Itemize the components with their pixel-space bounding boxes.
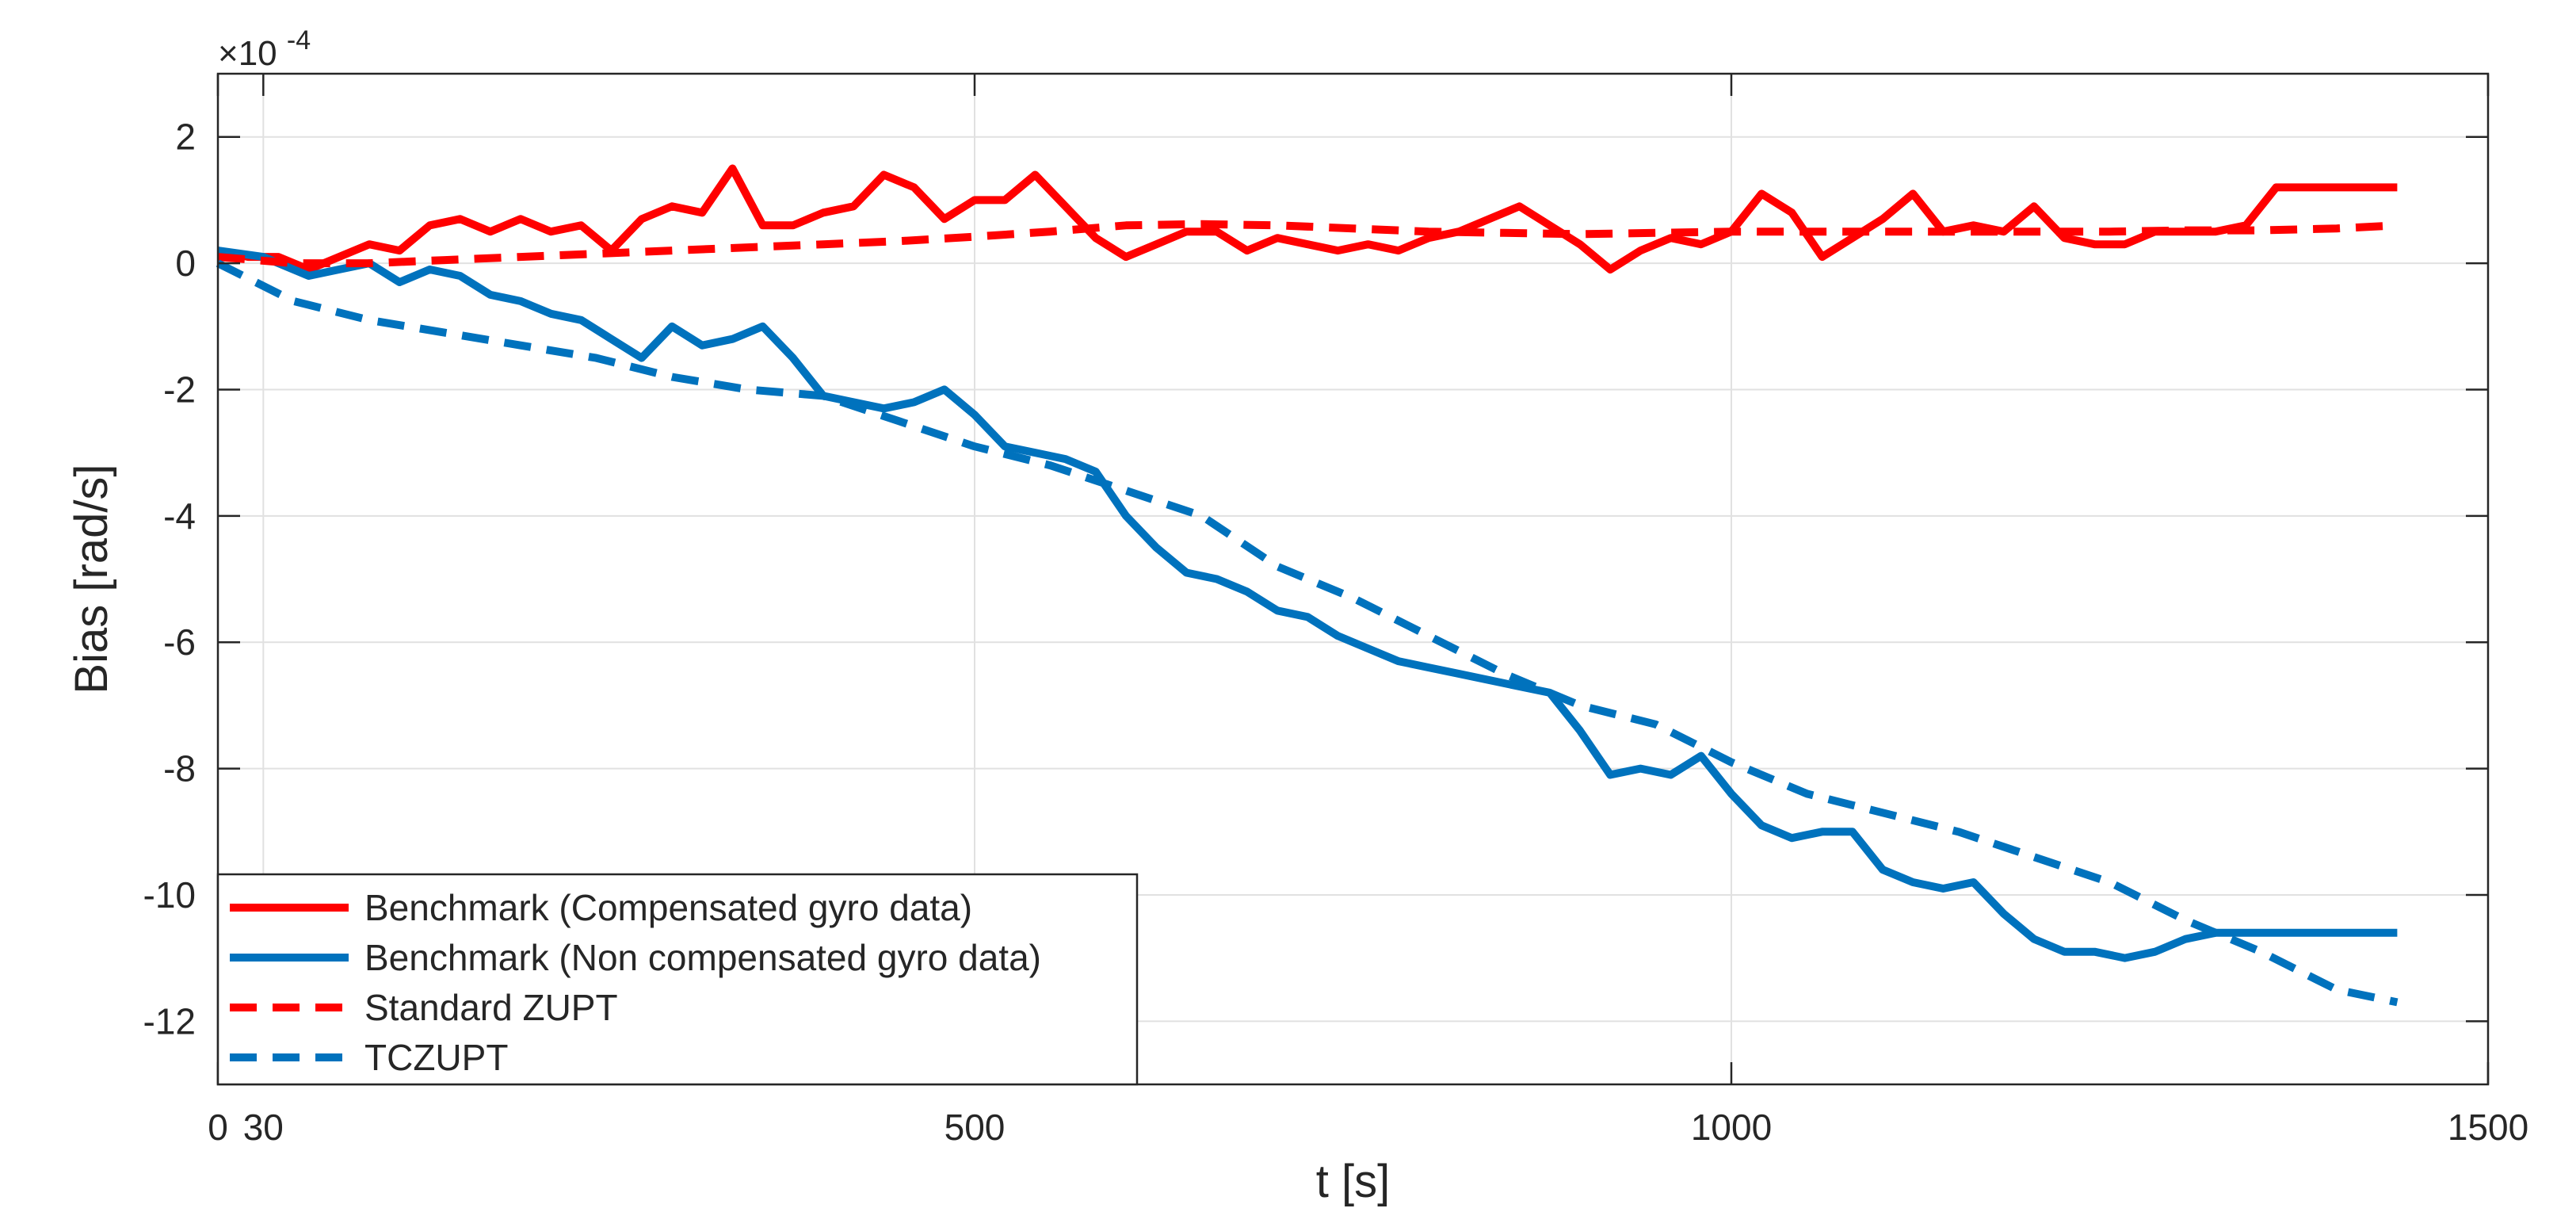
x-tick-label: 1000 <box>1691 1107 1772 1148</box>
x-tick-label: 500 <box>945 1107 1006 1148</box>
x-tick-label: 1500 <box>2448 1107 2528 1148</box>
y-tick-labels: 2 0 -2 -4 -6 -8 -10 -12 <box>143 117 196 1042</box>
y-tick-label: -12 <box>143 1000 196 1042</box>
legend-entry-label: Benchmark (Non compensated gyro data) <box>364 937 1041 978</box>
legend-box <box>216 873 1139 1086</box>
y-tick-label: -8 <box>163 748 196 790</box>
y-tick-label: 2 <box>175 117 196 158</box>
grid <box>218 74 2488 1084</box>
series-tczupt <box>216 259 2399 1007</box>
legend-entry-label: TCZUPT <box>364 1037 508 1078</box>
x-tick-label: 30 <box>243 1107 284 1148</box>
series-lines <box>216 164 2399 1007</box>
y-axis-label: Bias [rad/s] <box>66 464 117 694</box>
scale-base: ×10 <box>218 34 277 73</box>
scale-exponent: -4 <box>287 25 311 55</box>
plot-frame <box>216 72 2490 1086</box>
y-tick-label: -6 <box>163 621 196 663</box>
y-tick-label: 0 <box>175 243 196 284</box>
y-scale-multiplier: ×10 -4 <box>218 25 311 73</box>
y-tick-label: -4 <box>163 495 196 537</box>
x-axis-label: t [s] <box>1316 1156 1390 1207</box>
legend-entry-label: Standard ZUPT <box>364 987 618 1028</box>
series-standard-zupt <box>217 220 2398 268</box>
series-benchmark-compensated <box>216 164 2398 273</box>
x-tick-label: 0 <box>208 1107 228 1148</box>
legend: Benchmark (Compensated gyro data) Benchma… <box>216 873 1139 1086</box>
legend-entry-label: Benchmark (Compensated gyro data) <box>364 887 972 928</box>
y-tick-label: -2 <box>163 369 196 410</box>
y-tick-label: -10 <box>143 874 196 916</box>
series-benchmark-non-compensated <box>217 247 2398 962</box>
x-tick-labels: 0 30 500 1000 1500 <box>208 1107 2528 1148</box>
